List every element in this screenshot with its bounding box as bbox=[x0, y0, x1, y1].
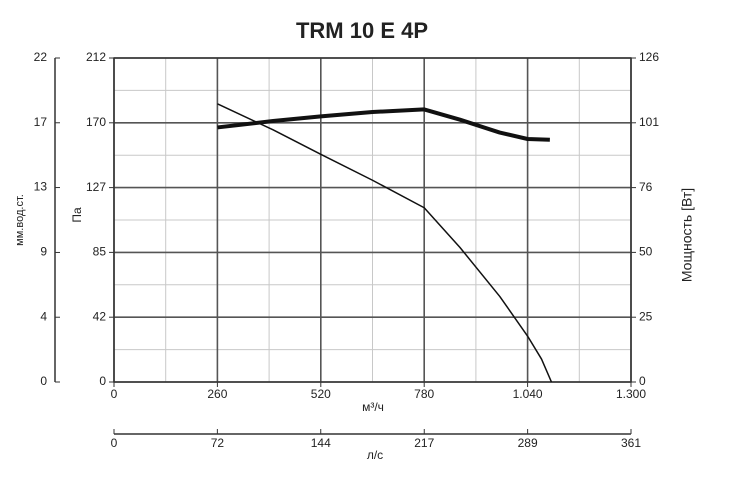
x-tick-label: 1.300 bbox=[616, 387, 646, 401]
x2-tick-label: 217 bbox=[414, 436, 434, 450]
y3-tick-label: 4 bbox=[40, 309, 47, 323]
x2-tick-label: 361 bbox=[621, 436, 641, 450]
y3-tick-label: 9 bbox=[40, 245, 47, 259]
y-tick-label: 212 bbox=[86, 50, 106, 64]
y2-axis-label: Мощность [Вт] bbox=[679, 188, 695, 282]
x-tick-label: 260 bbox=[207, 387, 227, 401]
x2-tick-label: 72 bbox=[211, 436, 225, 450]
y-tick-label: 42 bbox=[93, 309, 107, 323]
y2-tick-label: 126 bbox=[639, 50, 659, 64]
y2-tick-label: 25 bbox=[639, 309, 653, 323]
x2-axis-label: л/с bbox=[367, 448, 383, 462]
y-tick-label: 85 bbox=[93, 245, 107, 259]
y2-tick-label: 76 bbox=[639, 180, 653, 194]
chart-title: TRM 10 E 4P bbox=[296, 18, 428, 43]
y3-tick-label: 0 bbox=[40, 374, 47, 388]
y3-tick-label: 17 bbox=[34, 115, 48, 129]
y3-axis-label: мм.вод.ст. bbox=[14, 194, 26, 246]
x2-tick-label: 144 bbox=[311, 436, 331, 450]
y-tick-label: 127 bbox=[86, 180, 106, 194]
y3-tick-label: 22 bbox=[34, 50, 48, 64]
y2-tick-label: 50 bbox=[639, 245, 653, 259]
power-curve bbox=[217, 107, 550, 142]
x-tick-label: 520 bbox=[311, 387, 331, 401]
y-tick-label: 170 bbox=[86, 115, 106, 129]
y2-tick-label: 101 bbox=[639, 115, 659, 129]
y-axis-label: Па bbox=[70, 207, 84, 223]
y2-tick-label: 0 bbox=[639, 374, 646, 388]
x-tick-label: 0 bbox=[111, 387, 118, 401]
pressure-curve bbox=[217, 103, 553, 383]
y-tick-label: 0 bbox=[99, 374, 106, 388]
x2-tick-label: 0 bbox=[111, 436, 118, 450]
x-tick-label: 780 bbox=[414, 387, 434, 401]
y3-tick-label: 13 bbox=[34, 180, 48, 194]
plot-frame bbox=[113, 57, 632, 383]
x-axis-label: м³/ч bbox=[362, 400, 384, 414]
x-tick-label: 1.040 bbox=[513, 387, 543, 401]
x2-tick-label: 289 bbox=[518, 436, 538, 450]
